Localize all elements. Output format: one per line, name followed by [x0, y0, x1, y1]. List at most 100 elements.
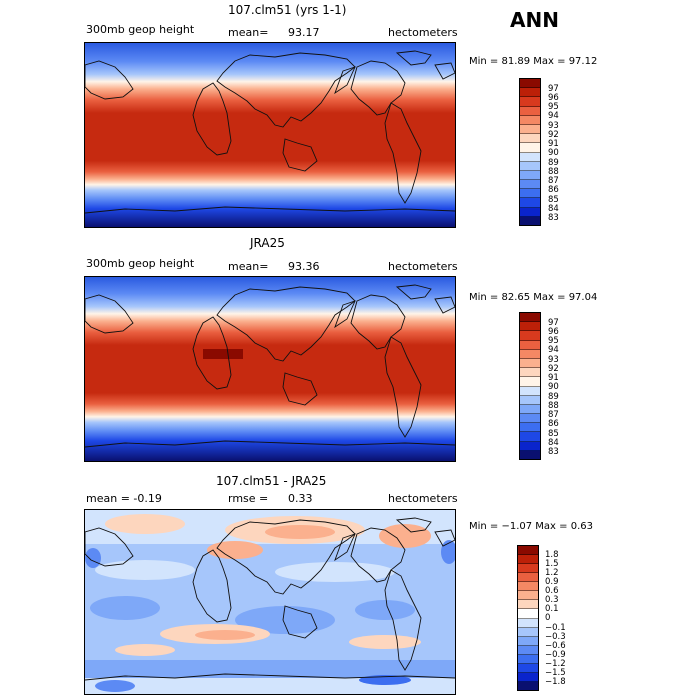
colorbar-swatch — [518, 681, 538, 690]
colorbar-swatch — [520, 349, 540, 359]
panel-title: 107.clm51 - JRA25 — [216, 474, 327, 488]
colorbar-label: 90 — [548, 382, 559, 392]
colorbar-swatch — [518, 546, 538, 556]
colorbar-diff — [517, 545, 539, 691]
colorbar-label: 93 — [548, 355, 559, 365]
colorbar-swatch — [518, 591, 538, 601]
colorbar-label: 89 — [548, 392, 559, 402]
variable-label: 300mb geop height — [86, 257, 195, 270]
colorbar-label: −1.8 — [545, 677, 566, 687]
colorbar-label: 96 — [548, 93, 559, 103]
colorbar-swatch — [520, 395, 540, 405]
colorbar-swatch — [520, 124, 540, 135]
colorbar-swatch — [518, 564, 538, 574]
colorbar-label: 1.2 — [545, 568, 559, 578]
colorbar-label: 83 — [548, 213, 559, 223]
colorbar-label: 84 — [548, 438, 559, 448]
mean-label: mean= — [228, 26, 269, 39]
colorbar-label: 88 — [548, 167, 559, 177]
colorbar-swatch — [520, 404, 540, 415]
colorbar-swatch — [520, 331, 540, 341]
colorbar-swatch — [520, 386, 540, 396]
colorbar — [519, 312, 541, 460]
mean-value: 93.36 — [288, 260, 320, 273]
colorbar-swatch — [520, 216, 540, 225]
colorbar-label: 93 — [548, 121, 559, 131]
rmse-label: rmse = — [228, 492, 269, 505]
colorbar-swatch — [520, 115, 540, 125]
colorbar-swatch — [518, 627, 538, 637]
colorbar-label: 87 — [548, 410, 559, 420]
colorbar-swatch — [520, 79, 540, 89]
season-label: ANN — [510, 8, 559, 32]
minmax-label: Min = −1.07 Max = 0.63 — [469, 521, 593, 532]
colorbar-label: 83 — [548, 447, 559, 457]
diff-mean-label: mean = -0.19 — [86, 492, 162, 505]
colorbar-swatch — [520, 161, 540, 171]
colorbar-label: 0.1 — [545, 604, 559, 614]
colorbar-swatch — [520, 377, 540, 387]
colorbar-swatch — [518, 645, 538, 655]
colorbar-swatch — [520, 313, 540, 323]
units-label: hectometers — [388, 260, 458, 273]
colorbar-swatch — [520, 189, 540, 199]
map-field-svg — [85, 277, 455, 461]
map-model — [84, 42, 456, 228]
colorbar-label: 0 — [545, 613, 551, 623]
minmax-label: Min = 82.65 Max = 97.04 — [469, 292, 598, 303]
colorbar-swatch — [520, 134, 540, 144]
colorbar-label: 87 — [548, 176, 559, 186]
colorbar-swatch — [520, 414, 540, 424]
colorbar-label: 84 — [548, 204, 559, 214]
colorbar-swatch — [520, 423, 540, 433]
colorbar-swatch — [520, 97, 540, 107]
colorbar-swatch — [520, 143, 540, 153]
colorbar-label: 90 — [548, 148, 559, 158]
colorbar-label: 96 — [548, 327, 559, 337]
colorbar-swatch — [518, 582, 538, 592]
mean-value: 93.17 — [288, 26, 320, 39]
colorbar-label: 92 — [548, 130, 559, 140]
colorbar-swatch — [520, 432, 540, 442]
colorbar-swatch — [520, 450, 540, 459]
colorbar-label: −1.2 — [545, 659, 566, 669]
colorbar-label: 1.5 — [545, 559, 559, 569]
variable-label: 300mb geop height — [86, 23, 195, 36]
colorbar-swatch — [520, 368, 540, 378]
colorbar-swatch — [520, 180, 540, 190]
colorbar-label: −0.6 — [545, 641, 566, 651]
colorbar-label: 97 — [548, 318, 559, 328]
colorbar-label: 88 — [548, 401, 559, 411]
map-difference — [84, 509, 456, 695]
panel-title: JRA25 — [250, 236, 285, 250]
colorbar-swatch — [518, 609, 538, 619]
colorbar-label: −1.5 — [545, 668, 566, 678]
colorbar-swatch — [520, 106, 540, 116]
colorbar-label: −0.1 — [545, 623, 566, 633]
colorbar-label: 95 — [548, 102, 559, 112]
colorbar-label: 1.8 — [545, 550, 559, 560]
colorbar-swatch — [518, 672, 538, 682]
colorbar — [519, 78, 541, 226]
colorbar-swatch — [520, 441, 540, 451]
colorbar-swatch — [518, 654, 538, 664]
units-label: hectometers — [388, 26, 458, 39]
colorbar-label: 0.6 — [545, 586, 559, 596]
colorbar-label: 85 — [548, 195, 559, 205]
colorbar-swatch — [518, 573, 538, 583]
map-field-svg — [85, 510, 455, 694]
colorbar-label: −0.9 — [545, 650, 566, 660]
colorbar-swatch — [518, 618, 538, 628]
mean-label: mean= — [228, 260, 269, 273]
colorbar-swatch — [520, 340, 540, 350]
colorbar-label: 86 — [548, 185, 559, 195]
colorbar-label: −0.3 — [545, 632, 566, 642]
colorbar-label: 91 — [548, 139, 559, 149]
rmse-value: 0.33 — [288, 492, 313, 505]
colorbar-label: 0.9 — [545, 577, 559, 587]
colorbar-label: 94 — [548, 345, 559, 355]
colorbar-label: 92 — [548, 364, 559, 374]
colorbar-swatch — [520, 322, 540, 332]
units-label: hectometers — [388, 492, 458, 505]
colorbar-label: 85 — [548, 429, 559, 439]
